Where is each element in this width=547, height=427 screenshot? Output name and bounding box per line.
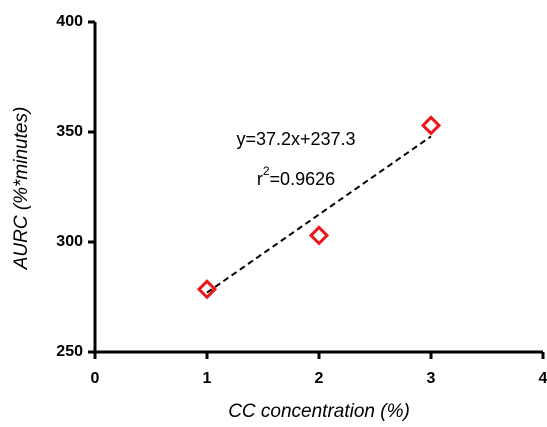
y-tick-label: 250: [56, 343, 83, 360]
x-tick-label: 0: [91, 370, 100, 387]
x-tick-label: 3: [427, 370, 436, 387]
data-point: [308, 225, 330, 246]
y-axis-label: AURC (%*minutes): [11, 107, 32, 271]
x-tick-label: 2: [315, 370, 324, 387]
data-point: [420, 115, 442, 136]
r-squared: r2=0.9626: [257, 164, 335, 189]
x-axis-label: CC concentration (%): [228, 401, 410, 422]
x-tick-label: 4: [539, 370, 547, 387]
y-tick-label: 400: [56, 13, 83, 30]
y-tick-label: 350: [56, 123, 83, 140]
trendline: [206, 135, 432, 294]
r2-base: r: [257, 169, 263, 189]
data-point: [196, 279, 218, 300]
r2-value: =0.9626: [270, 169, 336, 189]
equation: y=37.2x+237.3: [236, 129, 355, 149]
x-tick-label: 1: [203, 370, 212, 387]
y-tick-label: 300: [56, 233, 83, 250]
r2-sup: 2: [263, 164, 270, 178]
